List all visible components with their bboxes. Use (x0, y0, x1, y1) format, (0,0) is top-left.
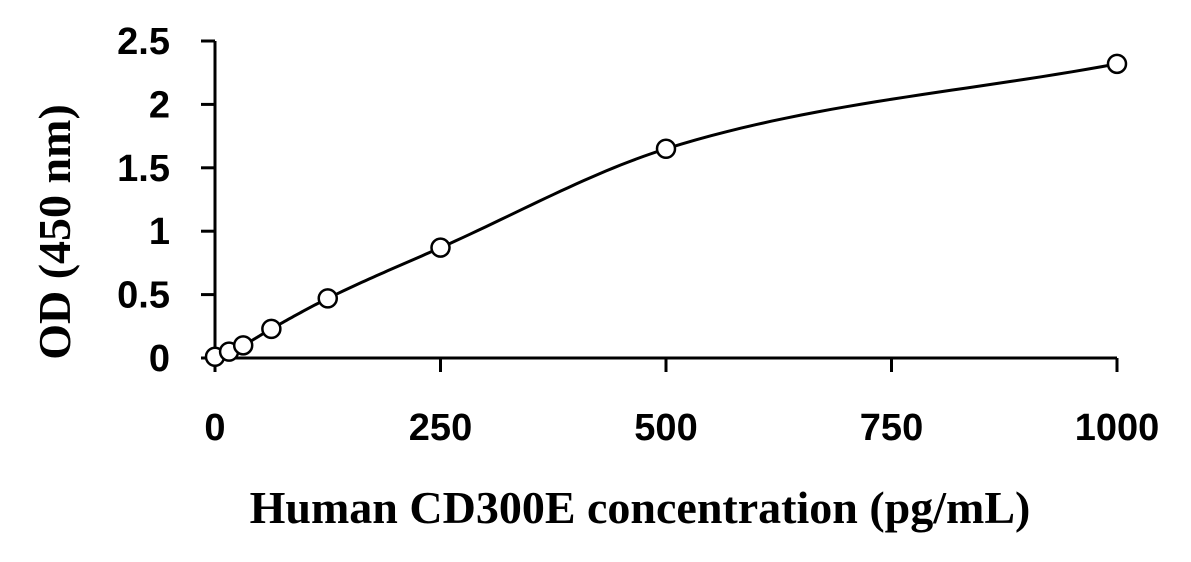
x-axis-title: Human CD300E concentration (pg/mL) (250, 482, 1031, 533)
y-tick-label: 1 (149, 211, 170, 253)
x-tick-label: 1000 (1075, 407, 1160, 449)
data-points (204, 53, 1128, 367)
y-axis-ticks: 0 0.5 1 1.5 2 2.5 (117, 21, 215, 380)
data-point (261, 318, 282, 340)
x-tick-label: 250 (409, 407, 472, 449)
x-tick-label: 0 (204, 407, 225, 449)
data-point (1106, 53, 1128, 75)
data-point (232, 335, 254, 356)
x-tick-label: 750 (860, 407, 923, 449)
data-point (655, 138, 677, 160)
fit-curve (214, 62, 1118, 359)
data-point (317, 288, 338, 309)
x-tick-label: 500 (634, 407, 697, 449)
y-tick-label: 0 (149, 338, 170, 380)
y-tick-label: 1.5 (117, 148, 170, 190)
x-axis-ticks: 0 250 500 750 1000 (204, 358, 1159, 449)
y-tick-label: 0.5 (117, 275, 170, 317)
y-tick-label: 2.5 (117, 21, 170, 63)
y-axis-title: OD (450 nm) (29, 104, 80, 360)
y-tick-label: 2 (149, 84, 170, 126)
data-point (430, 237, 451, 258)
